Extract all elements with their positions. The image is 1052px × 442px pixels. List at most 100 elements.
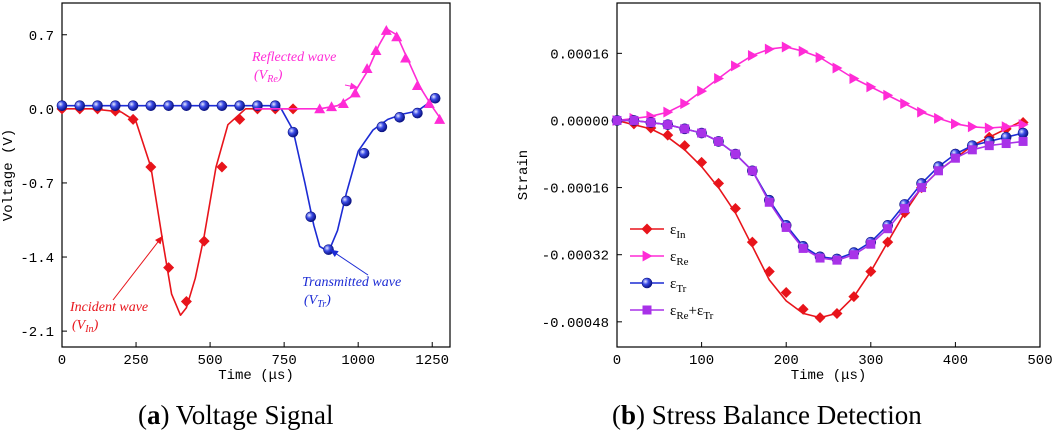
series-point [234, 113, 246, 125]
series-point [781, 41, 792, 53]
series-3 [254, 25, 446, 124]
legend-marker [642, 250, 653, 262]
arrow-transmitted-head [330, 249, 339, 257]
series-point [814, 312, 826, 324]
series-point [679, 140, 691, 152]
series-point [697, 85, 708, 97]
caption-a-label: a [147, 400, 161, 430]
series-point [181, 100, 192, 111]
legend-label: εTr [670, 276, 687, 295]
y-tick-label: -0.00016 [542, 182, 609, 198]
series-point [127, 113, 139, 125]
x-tick-label: 400 [943, 353, 968, 369]
annotation-transmitted-symbol-main: (V [304, 293, 319, 308]
series-point [882, 236, 894, 248]
series-point [305, 211, 317, 223]
series-point [234, 100, 246, 111]
series-point [866, 239, 876, 249]
series-point [74, 100, 86, 111]
legend-label-sub: Tr [703, 310, 713, 322]
y-tick-label: -0.00032 [542, 249, 609, 265]
legend-label-sub: Tr [676, 283, 686, 295]
series-point [127, 100, 139, 111]
series-point [163, 100, 174, 111]
series-point [849, 250, 859, 260]
series-point [883, 224, 893, 234]
legend-label: εIn [670, 222, 686, 241]
annotation-transmitted-symbol-sub: Tr [317, 299, 326, 310]
series-point [1018, 119, 1029, 131]
y-tick-label: -0.7 [20, 177, 54, 193]
x-tick-label: 0 [58, 353, 66, 369]
series-point [951, 118, 961, 130]
series-point [180, 295, 192, 307]
x-tick-label: 200 [774, 353, 799, 369]
series-point [713, 177, 725, 189]
legend-label: εRe+εTr [670, 303, 714, 322]
chart-voltage-signal: 0 250 500 750 1000 1250 0.7 0.0 -0.7 -1.4 -2.1 Time… [1, 2, 451, 384]
y-tick-label: 0.7 [29, 29, 54, 45]
series-point [341, 195, 352, 207]
arrow-incident-line [112, 235, 164, 301]
series-point [412, 107, 423, 119]
series-point [933, 166, 943, 176]
series-point [349, 87, 361, 98]
annotation-reflected-symbol-main: (V [254, 68, 269, 83]
legend-item: εRe [630, 249, 689, 268]
legend-label-main: ε [670, 276, 676, 292]
series-point [663, 106, 674, 118]
legend-label-sub: In [676, 229, 686, 241]
y-tick-label: -0.00048 [542, 316, 609, 332]
annotation-incident-symbol-sub: In [84, 324, 93, 335]
series-point [394, 112, 405, 123]
annotation-reflected-symbol-end: ) [277, 68, 283, 83]
series-point [714, 136, 724, 146]
series-point [900, 204, 910, 214]
series-point [781, 222, 791, 232]
legend-item: εTr [630, 276, 687, 295]
annotation-incident-symbol-main: (V [72, 318, 87, 333]
legend-label: εRe [670, 249, 689, 268]
series-point [764, 197, 774, 207]
series-point [326, 101, 338, 112]
series-point [696, 156, 708, 168]
series-point [680, 124, 690, 134]
series-point [797, 303, 809, 315]
y-tick-label: 0.00016 [550, 47, 609, 63]
series-point [780, 286, 792, 298]
arrow-reflected-head [349, 82, 359, 90]
annotation-reflected-label: Reflected wave [251, 50, 336, 65]
legend-label-main: +ε [689, 303, 704, 319]
x-tick-label: 500 [197, 353, 222, 369]
y-tick-label: 0.00000 [550, 114, 609, 130]
series-point [798, 243, 808, 253]
series-point [411, 80, 423, 90]
x-tick-label: 750 [272, 353, 297, 369]
annotation-incident-symbol-end: ) [93, 318, 99, 333]
series-point [198, 235, 210, 247]
series-point [145, 100, 157, 111]
series-point [216, 161, 228, 173]
series-point [1001, 121, 1012, 133]
series-point [764, 43, 775, 55]
legend-label-sub: Re [676, 310, 688, 322]
chart-strain-balance: 0 100 200 300 400 500 0.00016 0.00000 -0.00016 -0… [516, 2, 1052, 384]
y-axis-label: Voltage (V) [1, 129, 17, 221]
series-4 [612, 115, 1028, 265]
x-tick-label: 0 [613, 353, 621, 369]
legend-marker [642, 305, 652, 315]
series-point [400, 52, 412, 63]
series-point [967, 121, 978, 133]
series-point [747, 166, 757, 176]
series-point [423, 98, 435, 108]
annotations: Reflected wave(VRe)Incident wave(VIn)Tra… [69, 50, 401, 335]
series-line [254, 28, 442, 120]
series-point [883, 89, 894, 101]
series-point [1017, 127, 1029, 139]
series-point [729, 203, 741, 215]
series-2 [612, 41, 1029, 134]
series-point [323, 244, 334, 255]
figure: 0 250 500 750 1000 12500.70.0-0.7-1.4-2.1Time… [1, 2, 1052, 384]
y-tick-label: -2.1 [20, 325, 54, 341]
x-tick-label: 1000 [341, 353, 375, 369]
